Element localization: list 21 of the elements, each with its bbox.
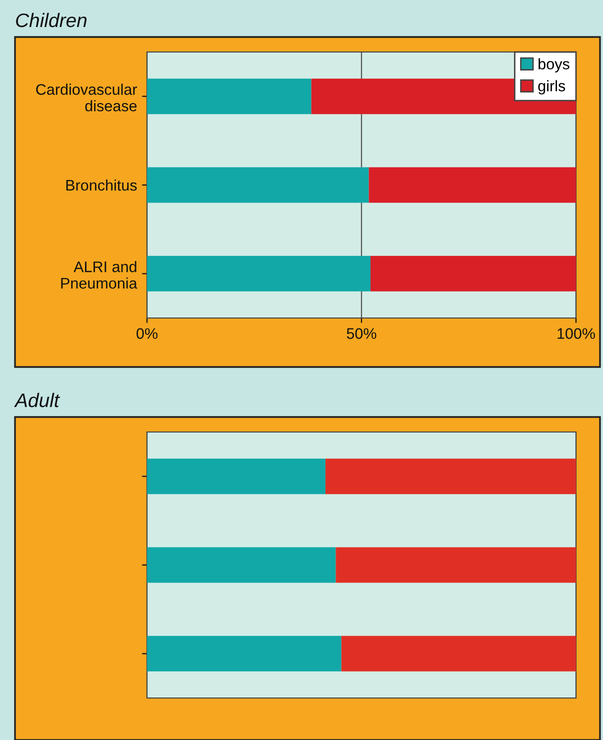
chart-title: Children bbox=[16, 12, 87, 28]
y-tick-label: Cardiovascular disease bbox=[36, 84, 138, 112]
chart-title: Adult bbox=[14, 392, 60, 408]
bar bbox=[368, 167, 576, 203]
legend-label: girls bbox=[538, 80, 566, 94]
x-tick-label: 50% bbox=[346, 328, 376, 339]
bar bbox=[341, 636, 576, 672]
legend-label: boys bbox=[538, 58, 570, 72]
bar bbox=[147, 458, 326, 494]
bar bbox=[147, 167, 369, 203]
bar bbox=[325, 458, 576, 494]
bar bbox=[147, 256, 371, 292]
bar bbox=[370, 256, 576, 292]
x-tick-label: 100% bbox=[558, 328, 595, 339]
bar bbox=[147, 78, 312, 114]
bar bbox=[147, 547, 336, 583]
bar bbox=[147, 636, 342, 672]
y-tick-label: ALRI and Pneumonia bbox=[61, 261, 138, 289]
y-tick-label: Bronchitus bbox=[66, 179, 137, 191]
bar bbox=[336, 547, 576, 583]
x-tick-label: 0% bbox=[136, 328, 158, 339]
